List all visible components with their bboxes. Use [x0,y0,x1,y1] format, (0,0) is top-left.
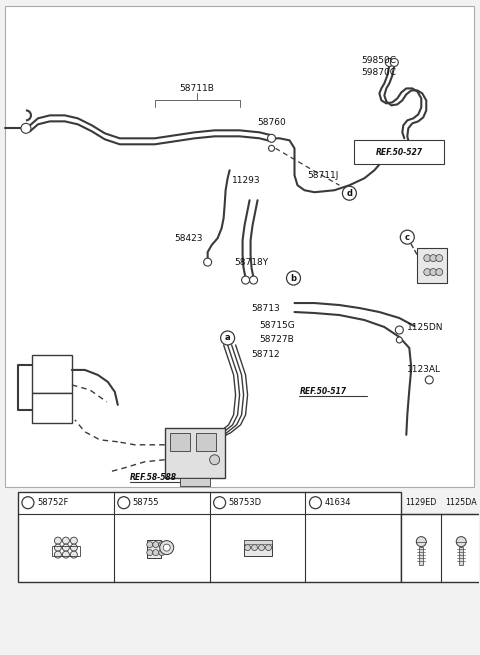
Circle shape [62,537,70,544]
Text: 11293: 11293 [232,176,260,185]
Circle shape [241,276,250,284]
Circle shape [436,255,443,261]
Bar [459,547,463,565]
Text: a: a [25,498,31,507]
Text: 58423: 58423 [175,234,203,242]
Circle shape [160,540,174,555]
Circle shape [22,496,34,509]
Text: b: b [121,498,127,507]
Circle shape [424,255,431,261]
Text: 58760: 58760 [258,118,286,127]
Text: REF.58-588: REF.58-588 [130,474,177,482]
Circle shape [159,542,165,548]
Bar [5,5,474,487]
Circle shape [54,537,61,544]
Circle shape [396,337,402,343]
Text: d: d [347,189,352,198]
Circle shape [62,551,70,558]
Circle shape [259,544,264,551]
Circle shape [424,269,431,276]
Circle shape [204,258,212,266]
Circle shape [250,276,258,284]
Circle shape [252,544,258,551]
Circle shape [310,496,322,509]
Circle shape [430,269,437,276]
Circle shape [396,326,403,334]
Circle shape [268,145,275,151]
Circle shape [425,376,433,384]
Bar [52,546,80,555]
Bar [196,433,216,451]
Text: 58755: 58755 [133,498,159,507]
Text: 59850C: 59850C [361,56,396,65]
Text: c: c [217,498,222,507]
Circle shape [153,542,159,548]
Circle shape [71,537,77,544]
Circle shape [221,331,235,345]
Circle shape [342,186,356,200]
Circle shape [54,544,61,551]
Text: 58727B: 58727B [260,335,294,345]
Bar [243,540,272,555]
Text: 58712: 58712 [252,350,280,360]
Circle shape [163,544,170,551]
Circle shape [416,536,426,547]
Circle shape [118,496,130,509]
Circle shape [390,58,398,66]
Text: c: c [405,233,410,242]
Text: a: a [225,333,230,343]
Circle shape [456,536,466,547]
Text: 58752F: 58752F [37,498,68,507]
Text: 58753D: 58753D [228,498,262,507]
Text: 58715G: 58715G [260,320,295,329]
Bar [165,428,225,477]
Bar [32,355,72,393]
Bar [243,540,272,544]
Text: REF.50-517: REF.50-517 [300,387,347,396]
Circle shape [430,255,437,261]
Text: d: d [312,498,318,507]
Circle shape [147,542,153,548]
Bar [32,393,72,423]
Bar [180,477,210,486]
Circle shape [71,544,77,551]
Text: REF.50-527: REF.50-527 [376,148,423,157]
Circle shape [147,550,153,555]
Circle shape [265,544,272,551]
Text: b: b [290,274,297,282]
Text: 58718Y: 58718Y [235,257,269,267]
Bar [354,140,444,164]
Circle shape [54,551,61,558]
Bar [18,492,401,582]
Circle shape [21,123,31,134]
Text: 58711B: 58711B [179,84,214,93]
Bar [420,547,423,565]
Circle shape [385,58,393,66]
Circle shape [71,551,77,558]
Text: 1123AL: 1123AL [408,365,441,375]
Circle shape [214,496,226,509]
Circle shape [159,550,165,555]
Circle shape [287,271,300,285]
Bar [401,514,480,582]
Text: 58711J: 58711J [308,171,339,179]
Circle shape [245,544,251,551]
Text: 1129ED: 1129ED [406,498,437,507]
Circle shape [153,550,159,555]
Circle shape [210,455,220,465]
Circle shape [267,134,276,142]
Bar [417,248,447,283]
Text: 58713: 58713 [252,303,280,312]
Text: 1125DA: 1125DA [445,498,477,507]
Circle shape [436,269,443,276]
Text: 41634: 41634 [324,498,351,507]
Circle shape [400,230,414,244]
Circle shape [62,544,70,551]
Bar [170,433,190,451]
Text: 1125DN: 1125DN [408,324,444,333]
Bar [147,540,161,557]
Text: 59870C: 59870C [361,68,396,77]
